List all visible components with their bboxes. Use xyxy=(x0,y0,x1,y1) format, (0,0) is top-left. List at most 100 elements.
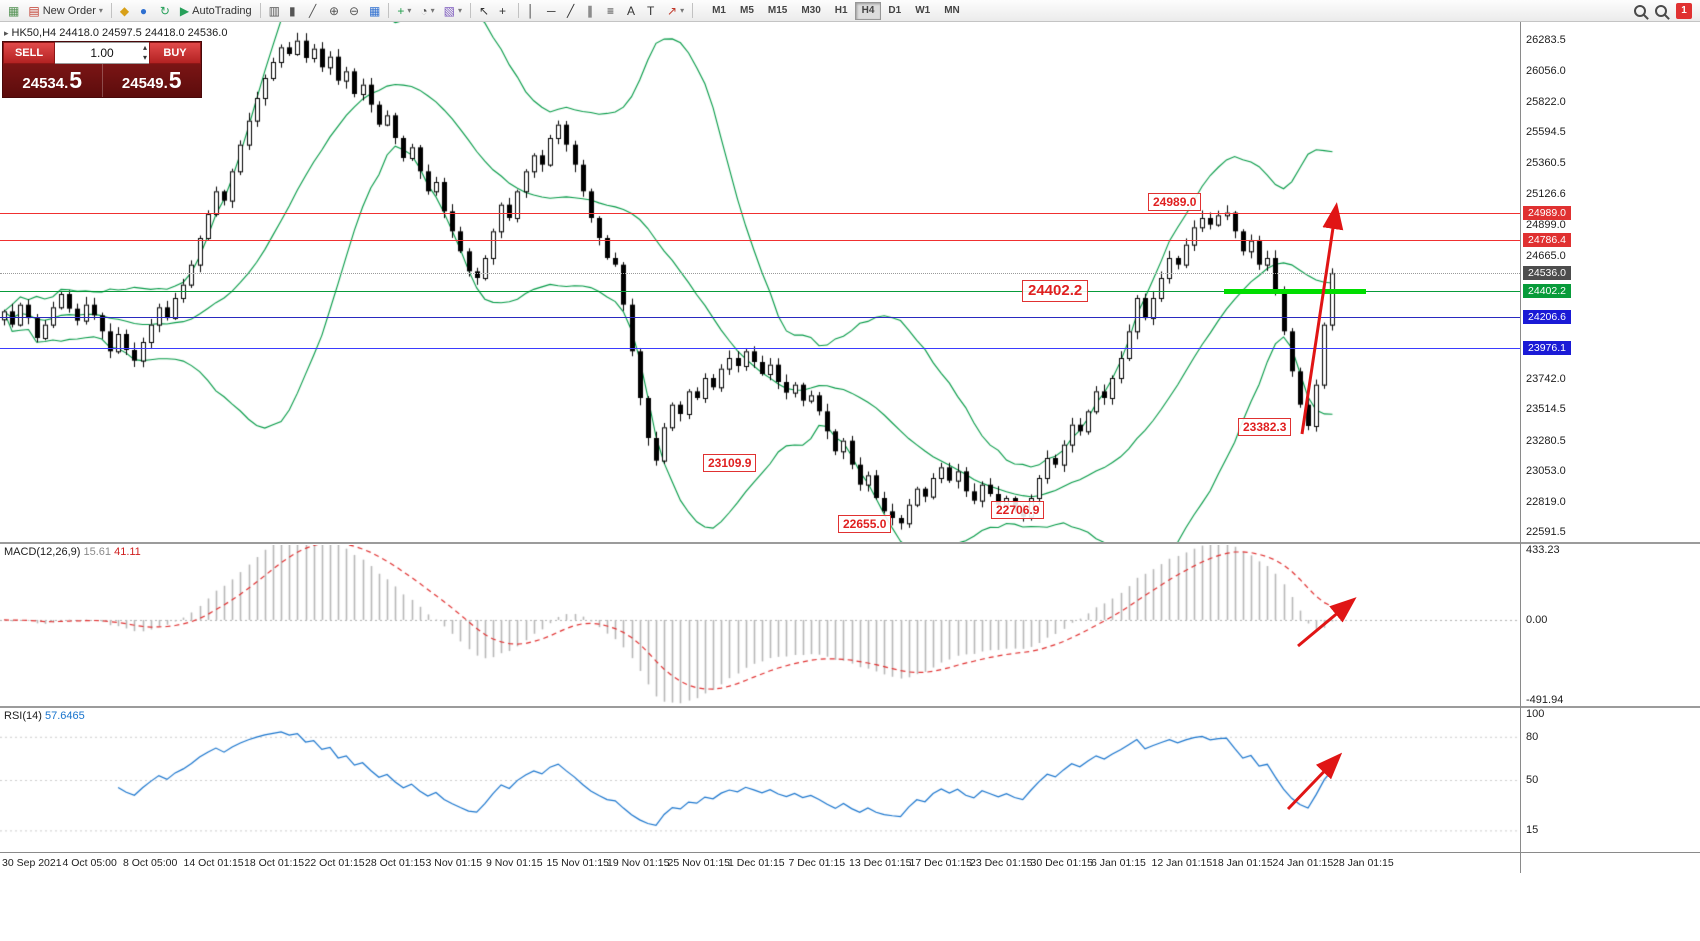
price-line-24536[interactable] xyxy=(0,273,1520,275)
support-highlight-segment[interactable] xyxy=(1224,289,1366,295)
ohlc-readout: ▸ HK50,H4 24418.0 24597.5 24418.0 24536.0 xyxy=(4,27,227,39)
time-axis[interactable]: 30 Sep 2021 4 Oct 05:00 8 Oct 05:00 14 Oct … xyxy=(0,852,1700,874)
horizontal-line-button[interactable]: ─ xyxy=(543,1,562,20)
line-chart-button[interactable]: ╱ xyxy=(305,1,324,20)
accounts-icon: ● xyxy=(139,3,148,18)
price-label-23109.9[interactable]: 23109.9 xyxy=(703,454,757,473)
price-label-24989.0[interactable]: 24989.0 xyxy=(1148,192,1202,211)
sell-button[interactable]: SELL xyxy=(3,42,55,64)
price-marker-24786.4: 24786.4 xyxy=(1523,232,1571,247)
notification-badge[interactable]: 1 xyxy=(1676,2,1692,19)
buy-price[interactable]: 24549. 5 xyxy=(103,64,202,97)
lot-increase-icon[interactable]: ▴ xyxy=(142,43,147,52)
cursor-button[interactable]: ↖ xyxy=(475,1,494,20)
chart-search-button[interactable] xyxy=(1630,1,1650,20)
timeframe-w1[interactable]: W1 xyxy=(908,2,937,20)
vertical-line-icon: │ xyxy=(527,3,535,18)
macd-label: MACD(12,26,9) 15.61 41.11 xyxy=(4,546,141,558)
trendline-button[interactable]: ╱ xyxy=(563,1,582,20)
buy-button[interactable]: BUY xyxy=(149,42,201,64)
price-label-24402.2[interactable]: 24402.2 xyxy=(1022,280,1089,303)
macd-axis[interactable]: 433.23 0.00 -491.94 xyxy=(1521,544,1700,706)
timeframe-mn[interactable]: MN xyxy=(937,2,967,20)
macd-canvas[interactable] xyxy=(0,544,1520,706)
price-tick: 24899.0 xyxy=(1526,218,1566,231)
price-marker-24536.0: 24536.0 xyxy=(1523,266,1571,281)
rsi-canvas[interactable] xyxy=(0,708,1520,852)
price-line-24402.2[interactable] xyxy=(0,291,1520,293)
autotrading-button[interactable]: ▶ AutoTrading xyxy=(176,1,256,20)
time-tick-label: 28 Jan 01:15 xyxy=(1333,857,1394,869)
trendline-icon: ╱ xyxy=(567,3,575,18)
lot-spinner[interactable]: ▴ ▾ xyxy=(143,43,147,63)
tile-windows-button[interactable]: ▦ xyxy=(365,1,384,20)
time-tick-label: 30 Sep 2021 xyxy=(2,857,62,869)
autotrading-icon: ▶ xyxy=(179,3,190,18)
periods-button[interactable]: ◔ ▾ xyxy=(416,1,438,20)
indicators-button[interactable]: + ▾ xyxy=(393,1,415,20)
channel-button[interactable]: ∥ xyxy=(583,1,602,20)
price-label-23382.3[interactable]: 23382.3 xyxy=(1238,418,1292,437)
rsi-tick: 50 xyxy=(1526,774,1539,786)
timeframe-h4[interactable]: H4 xyxy=(854,1,882,20)
timeframe-d1[interactable]: D1 xyxy=(881,2,908,20)
price-tick: 23053.0 xyxy=(1526,464,1566,477)
timeframe-m15[interactable]: M15 xyxy=(761,2,794,20)
bar-chart-button[interactable]: ▥ xyxy=(265,1,284,20)
rsi-name: RSI(14) xyxy=(4,710,42,722)
time-tick-label: 25 Nov 01:15 xyxy=(667,857,730,869)
buy-price-pip-digit: 5 xyxy=(168,67,182,93)
hammer-button[interactable]: ◆ xyxy=(116,1,135,20)
time-tick-label: 24 Jan 01:15 xyxy=(1272,857,1334,869)
chevron-down-icon: ▾ xyxy=(98,6,103,15)
sell-price[interactable]: 24534. 5 xyxy=(3,64,103,97)
price-line-24786.4[interactable] xyxy=(0,239,1520,241)
price-label-22706.9[interactable]: 22706.9 xyxy=(991,501,1045,520)
horizontal-line-icon: ─ xyxy=(547,3,556,18)
fibonacci-button[interactable]: ≡ xyxy=(603,1,622,20)
timeframe-m1[interactable]: M1 xyxy=(705,2,733,20)
price-chart-canvas[interactable] xyxy=(0,22,1520,542)
rsi-axis[interactable]: 100 80 50 15 xyxy=(1521,708,1700,852)
macd-signal-value: 41.11 xyxy=(114,546,141,558)
toolbar-separator xyxy=(259,3,261,18)
text-label-button[interactable]: T xyxy=(643,1,662,20)
timeframe-h1[interactable]: H1 xyxy=(828,2,855,20)
new-order-button[interactable]: ▤ New Order ▾ xyxy=(24,1,107,20)
crosshair-button[interactable]: + xyxy=(495,1,514,20)
text-button[interactable]: A xyxy=(623,1,642,20)
vertical-line-button[interactable]: │ xyxy=(523,1,542,20)
price-line-23976.1[interactable] xyxy=(0,347,1520,349)
rsi-tick: 80 xyxy=(1526,730,1539,743)
timeframe-group: M1 M5 M15 M30 H1 H4 D1 W1 MN xyxy=(705,1,967,20)
arrows-tool-button[interactable]: ↗ ▾ xyxy=(663,1,688,20)
global-search-button[interactable] xyxy=(1651,1,1671,20)
lot-decrease-icon[interactable]: ▾ xyxy=(142,53,147,62)
zoom-in-button[interactable]: ⊕ xyxy=(325,1,344,20)
timeframe-m5[interactable]: M5 xyxy=(733,2,761,20)
refresh-button[interactable]: ↻ xyxy=(156,1,175,20)
toolbar-separator xyxy=(470,3,471,18)
price-label-22655.0[interactable]: 22655.0 xyxy=(838,515,892,533)
tile-windows-icon: ▦ xyxy=(369,3,381,18)
price-line-24989[interactable] xyxy=(0,212,1520,214)
panel-divider[interactable] xyxy=(0,542,1700,545)
macd-tick: 0.00 xyxy=(1526,613,1548,626)
accounts-button[interactable]: ● xyxy=(136,1,155,20)
macd-main-value: 15.61 xyxy=(83,546,112,558)
rsi-panel: RSI(14) 57.6465 xyxy=(0,708,1520,852)
chevron-down-icon: ▾ xyxy=(407,6,412,15)
timeframe-m30[interactable]: M30 xyxy=(794,2,827,20)
candlestick-button[interactable]: ▮ xyxy=(285,1,304,20)
candlestick-icon: ▮ xyxy=(289,3,296,18)
panel-divider[interactable] xyxy=(0,706,1700,709)
zoom-out-button[interactable]: ⊖ xyxy=(345,1,364,20)
lot-size-field[interactable]: 1.00 ▴ ▾ xyxy=(55,42,149,64)
price-axis[interactable]: 26283.5 26056.0 25822.0 25594.5 25360.5 25126… xyxy=(1521,22,1700,542)
charts-button[interactable]: ▦ xyxy=(4,1,23,20)
time-tick-label: 12 Jan 01:15 xyxy=(1151,857,1213,869)
toolbar-separator xyxy=(692,3,694,18)
templates-button[interactable]: ▧ ▾ xyxy=(440,1,466,20)
axis-separator xyxy=(1520,22,1521,873)
price-line-24206.6[interactable] xyxy=(0,317,1520,319)
